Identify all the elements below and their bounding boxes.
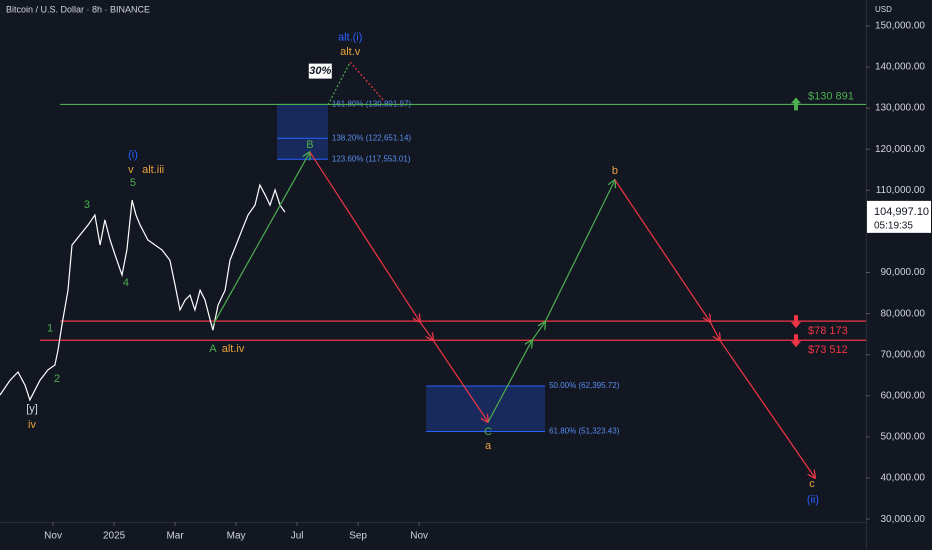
x-tick-label: Nov bbox=[44, 531, 62, 542]
y-unit: USD bbox=[875, 5, 892, 14]
annotation: alt.v bbox=[340, 46, 361, 58]
annotation: v bbox=[128, 164, 134, 176]
annotation: iv bbox=[28, 419, 36, 431]
y-tick-label: 120,000.00 bbox=[875, 144, 925, 155]
x-tick-label: May bbox=[227, 531, 246, 542]
projection bbox=[349, 61, 384, 101]
y-tick-label: 150,000.00 bbox=[875, 21, 925, 32]
annotation: A bbox=[209, 343, 217, 355]
fib-label: 138.20% (122,651.14) bbox=[332, 133, 412, 142]
annotation: [y] bbox=[26, 403, 38, 415]
annotation: alt.iv bbox=[222, 343, 245, 355]
chart-title: Bitcoin / U.S. Dollar · 8h · BINANCE bbox=[6, 4, 150, 14]
y-tick-label: 50,000.00 bbox=[881, 432, 926, 443]
price-line bbox=[0, 183, 286, 402]
projection bbox=[212, 152, 310, 326]
price-tag bbox=[867, 200, 931, 233]
y-tick-label: 130,000.00 bbox=[875, 103, 925, 114]
level-label: $130 891 bbox=[808, 90, 854, 102]
annotation-box bbox=[307, 62, 333, 80]
x-tick-label: 2025 bbox=[103, 531, 126, 542]
fib-zone bbox=[426, 385, 546, 432]
y-tick-label: 90,000.00 bbox=[881, 267, 926, 278]
annotation: 30% bbox=[309, 65, 331, 77]
annotation: 2 bbox=[54, 373, 60, 385]
level-label: $73 512 bbox=[808, 344, 848, 356]
annotation: 3 bbox=[84, 199, 90, 211]
annotation: 5 bbox=[130, 177, 136, 189]
y-tick-label: 40,000.00 bbox=[881, 473, 926, 484]
price-tag-label: 104,997.10 bbox=[874, 206, 929, 218]
annotation: a bbox=[485, 440, 492, 452]
projection bbox=[327, 61, 351, 106]
y-tick-label: 140,000.00 bbox=[875, 62, 925, 73]
annotation: (i) bbox=[128, 149, 138, 161]
annotation: 4 bbox=[123, 277, 129, 289]
annotation: C bbox=[484, 426, 492, 438]
fib-zone bbox=[276, 104, 328, 160]
y-tick-label: 110,000.00 bbox=[876, 185, 926, 196]
level-label: $78 173 bbox=[808, 325, 848, 337]
fib-label: 50.00% (62,395.72) bbox=[549, 381, 620, 390]
y-tick-label: 30,000.00 bbox=[881, 514, 926, 525]
projection bbox=[309, 151, 488, 422]
y-tick-label: 70,000.00 bbox=[881, 349, 926, 360]
annotation: 1 bbox=[47, 323, 53, 335]
fib-label: 61.80% (51,323.43) bbox=[549, 427, 620, 436]
price-countdown: 05:19:35 bbox=[874, 221, 913, 232]
fib-label: 123.60% (117,553.01) bbox=[332, 154, 411, 163]
y-tick-label: 60,000.00 bbox=[881, 390, 926, 401]
x-tick-label: Jul bbox=[291, 531, 304, 542]
x-tick-label: Sep bbox=[349, 531, 367, 542]
level-arrow bbox=[791, 97, 801, 111]
projection bbox=[614, 179, 815, 478]
annotation: alt.(i) bbox=[338, 32, 362, 44]
annotation: B bbox=[306, 139, 313, 151]
annotation: alt.iii bbox=[142, 164, 164, 176]
x-tick-label: Nov bbox=[410, 531, 428, 542]
annotation: (ii) bbox=[807, 494, 819, 506]
projection bbox=[487, 180, 615, 423]
x-tick-label: Mar bbox=[166, 531, 184, 542]
y-tick-label: 80,000.00 bbox=[881, 308, 926, 319]
annotation: c bbox=[809, 478, 815, 490]
annotation: b bbox=[612, 165, 618, 177]
